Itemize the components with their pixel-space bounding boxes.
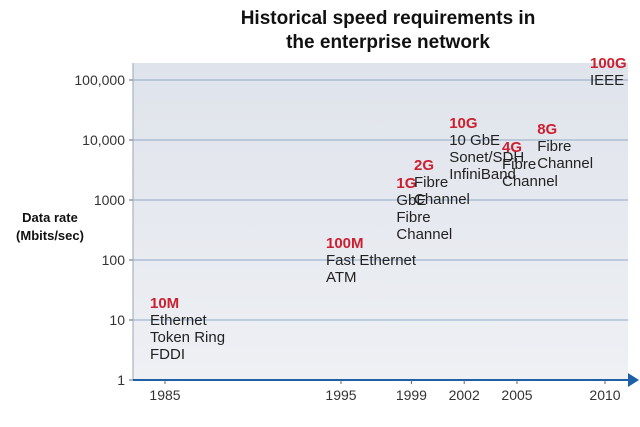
- plot-area: [133, 63, 628, 380]
- data-point-description-line: Fibre: [396, 209, 430, 226]
- data-point-description-line: InfiniBand: [449, 166, 516, 183]
- data-point-speed-label: 2G: [414, 157, 434, 174]
- data-point-speed-label: 4G: [502, 139, 522, 156]
- x-tick-label: 2002: [449, 387, 480, 403]
- y-axis-label-line-1: Data rate: [22, 210, 78, 225]
- data-point-description-line: FDDI: [150, 346, 185, 363]
- y-tick-label: 10: [109, 312, 125, 328]
- data-point-speed-label: 8G: [537, 121, 557, 138]
- data-point-description-line: Fast Ethernet: [326, 252, 417, 269]
- data-point-description-line: Channel: [537, 155, 593, 172]
- y-tick-label: 1000: [94, 192, 125, 208]
- x-axis-arrow-icon: [628, 373, 639, 387]
- data-point-description-line: Ethernet: [150, 312, 208, 329]
- y-tick-label: 10,000: [82, 132, 125, 148]
- data-point-description-line: Fibre: [414, 174, 448, 191]
- y-tick-label: 100: [102, 252, 126, 268]
- gridlines: [133, 79, 628, 321]
- data-point-description-line: GbE: [396, 192, 426, 209]
- data-point-description-line: 10 GbE: [449, 132, 500, 149]
- data-point-speed-label: 10G: [449, 115, 477, 132]
- data-point-speed-label: 100M: [326, 235, 364, 252]
- data-point-description-line: IEEE: [590, 72, 624, 89]
- x-tick-label: 1999: [396, 387, 427, 403]
- data-point-description-line: Channel: [414, 191, 470, 208]
- data-point-description-line: Token Ring: [150, 329, 225, 346]
- x-tick-label: 2010: [589, 387, 620, 403]
- data-point-speed-label: 1G: [396, 175, 416, 192]
- data-point-description-line: Sonet/SDH: [449, 149, 524, 166]
- chart-title-line-1: Historical speed requirements in: [241, 8, 536, 29]
- data-point-description-line: ATM: [326, 269, 357, 286]
- x-tick-label: 1985: [149, 387, 180, 403]
- y-axis-label-line-2: (Mbits/sec): [16, 228, 84, 243]
- data-point-description-line: Channel: [502, 173, 558, 190]
- x-axis: 1985 1995 1999 2002 2005 2010: [133, 373, 639, 403]
- data-point-speed-label: 100G: [590, 55, 627, 72]
- data-point-description-line: Fibre: [502, 156, 536, 173]
- y-tick-label: 100,000: [74, 72, 125, 88]
- chart-title-line-2: the enterprise network: [286, 32, 490, 53]
- data-point-description-line: Fibre: [537, 138, 571, 155]
- y-tick-label: 1: [117, 372, 125, 388]
- data-point-description-line: Channel: [396, 226, 452, 243]
- y-axis: 1 10 100 1000 10,000 100,000: [74, 63, 134, 388]
- x-tick-label: 1995: [325, 387, 356, 403]
- data-point-speed-label: 10M: [150, 295, 179, 312]
- x-tick-label: 2005: [501, 387, 532, 403]
